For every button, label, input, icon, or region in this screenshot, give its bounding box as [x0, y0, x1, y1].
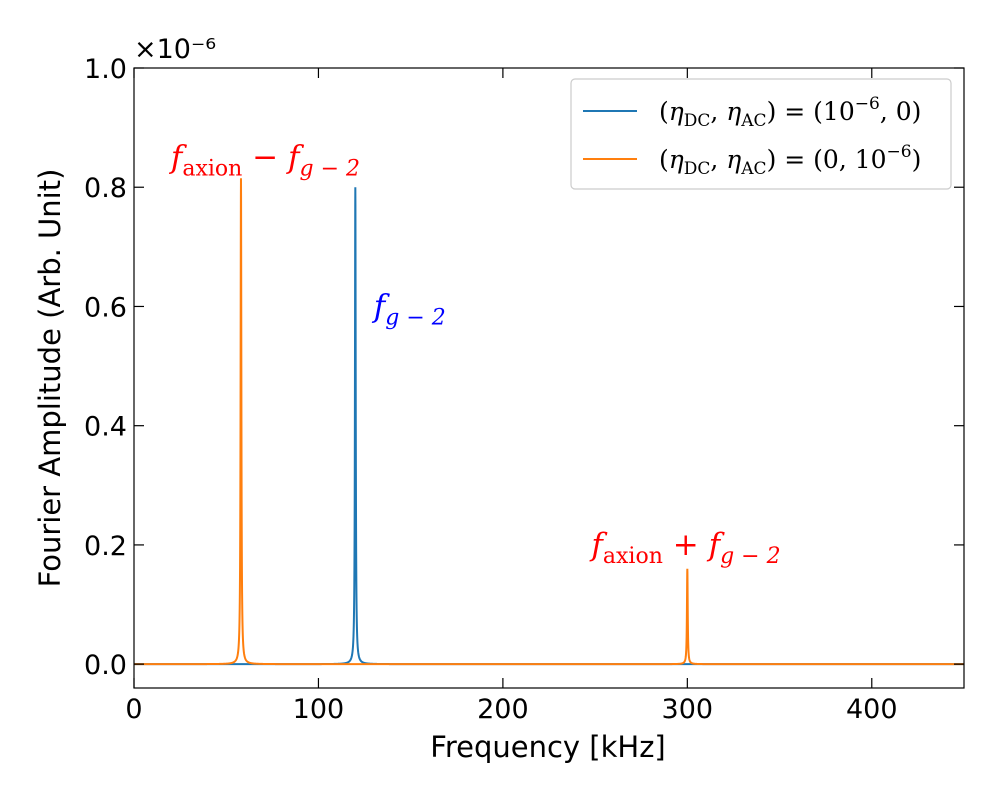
x-tick-label: 300	[662, 694, 714, 725]
legend-box	[570, 78, 952, 190]
y-tick-label: 0.2	[84, 531, 127, 562]
x-tick-label: 400	[846, 694, 898, 725]
legend: (ηDC, ηAC) = (10−6, 0) (ηDC, ηAC) = (0, 1…	[570, 78, 952, 190]
legend-label-2: (ηDC, ηAC) = (0, 10−6)	[659, 142, 921, 179]
annotation-faxion-plus-fg2: faxion + fg − 2	[589, 527, 780, 569]
annotation-fg2: fg − 2	[372, 288, 446, 330]
x-tick-label: 0	[125, 694, 142, 725]
series-line-1	[134, 187, 964, 666]
series-line-2	[134, 178, 964, 666]
labels: Frequency [kHz] Fourier Amplitude (Arb. …	[33, 34, 666, 764]
x-tick-label: 100	[293, 694, 345, 725]
annotation-faxion-minus-fg2: faxion − fg − 2	[169, 139, 360, 181]
y-axis-label: Fourier Amplitude (Arb. Unit)	[33, 169, 67, 588]
axes: 0 100 200 300 400 0.0 0.2 0.4 0.6 0.8 1.0	[84, 54, 965, 725]
annotations: faxion − fg − 2 fg − 2 faxion + fg − 2	[169, 139, 781, 569]
plot-area	[134, 178, 964, 666]
plot-frame	[133, 67, 965, 689]
x-tick-label: 200	[477, 694, 529, 725]
y-tick-label: 0.8	[84, 173, 127, 204]
y-tick-label: 0.0	[84, 650, 127, 681]
y-tick-label: 0.4	[84, 412, 127, 443]
y-tick-label: 1.0	[84, 54, 127, 85]
x-axis-label: Frequency [kHz]	[430, 730, 665, 764]
y-axis-multiplier: ×10⁻⁶	[134, 34, 216, 65]
y-tick-label: 0.6	[84, 292, 127, 323]
legend-label-1: (ηDC, ηAC) = (10−6, 0)	[659, 94, 921, 131]
